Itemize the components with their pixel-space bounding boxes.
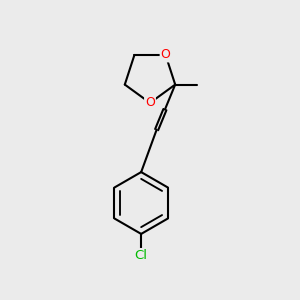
- Text: Cl: Cl: [135, 249, 148, 262]
- Text: O: O: [145, 96, 155, 110]
- Text: O: O: [160, 48, 170, 62]
